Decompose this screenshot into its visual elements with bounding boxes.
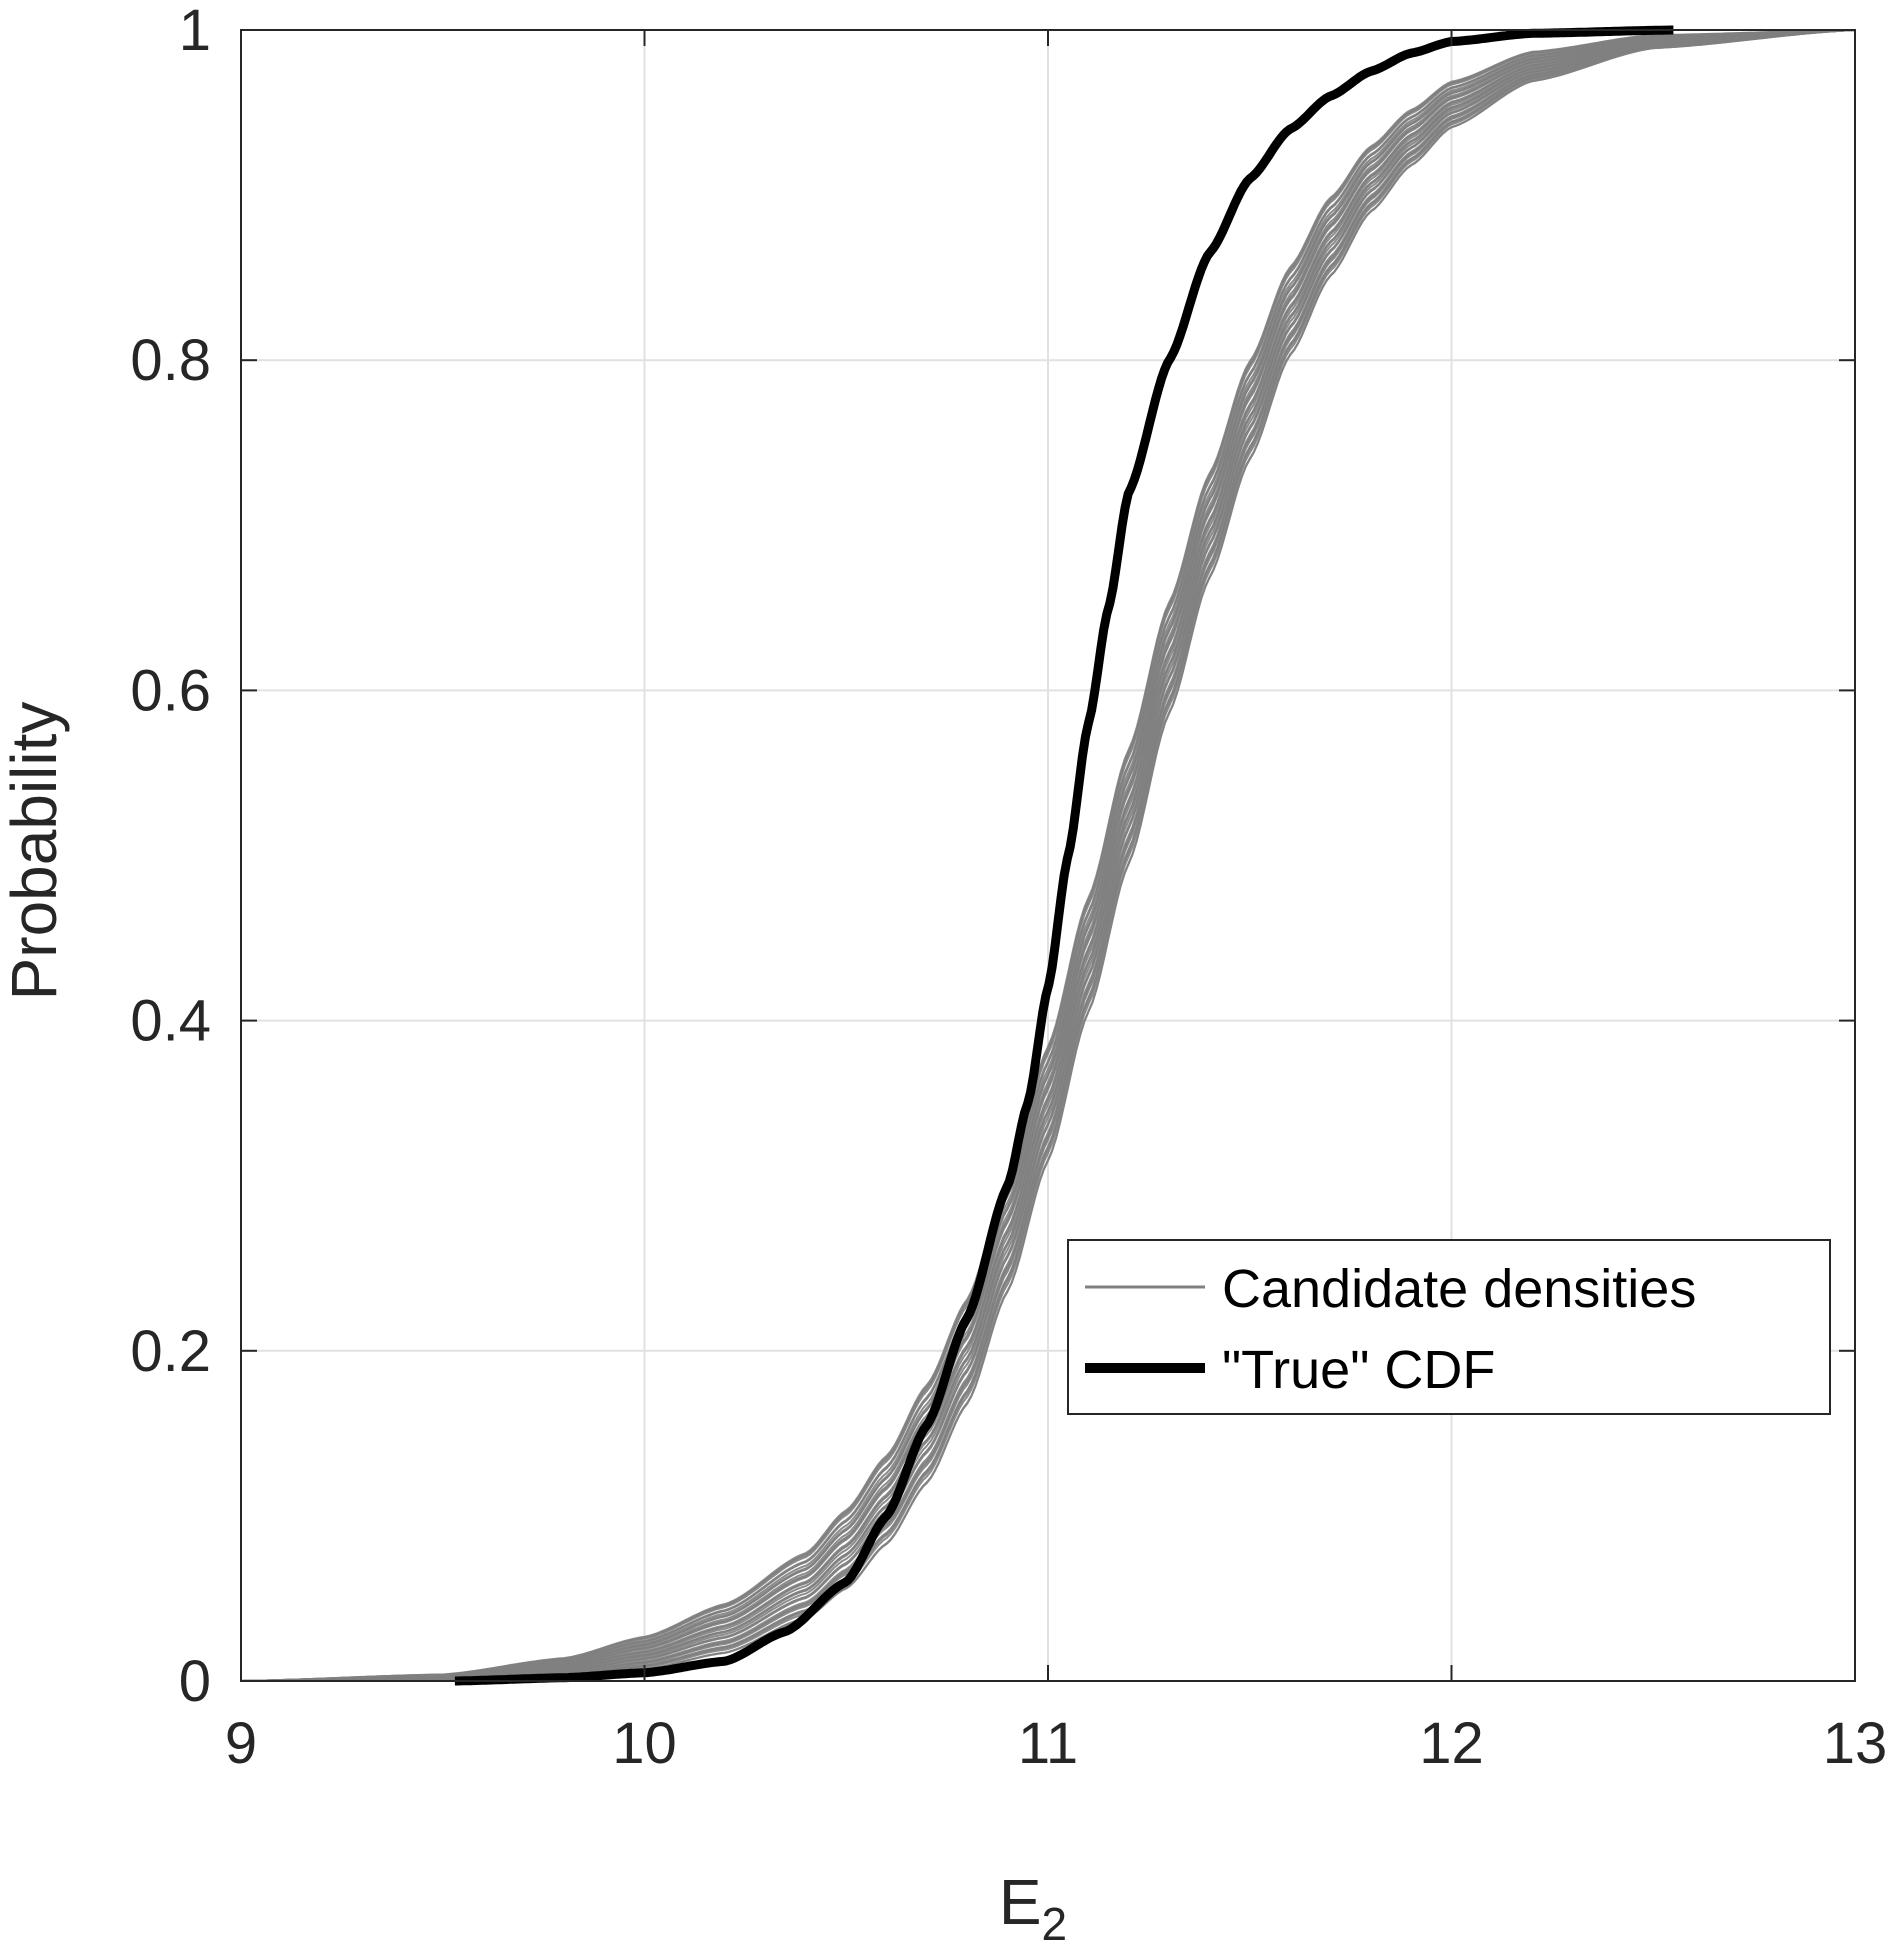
- x-tick-label: 9: [225, 1711, 257, 1776]
- candidate-curve: [241, 29, 1856, 1682]
- candidate-curve: [241, 29, 1856, 1682]
- x-tick-label: 10: [612, 1711, 677, 1776]
- y-tick-label: 0: [179, 1649, 211, 1714]
- tick-marks: [240, 29, 1856, 1682]
- y-tick-label: 0.2: [130, 1319, 211, 1384]
- grid-lines: [240, 29, 1856, 1682]
- candidate-curve: [240, 29, 1856, 1682]
- x-tick-labels: 9 10 11 12 13: [225, 1711, 1887, 1776]
- legend-label-true-cdf: "True" CDF: [1222, 1340, 1495, 1400]
- true-cdf-curve-group: [453, 25, 1675, 1686]
- x-axis-label: E2: [999, 1866, 1067, 1941]
- y-tick-label: 0.8: [130, 328, 211, 393]
- y-tick-label: 1: [179, 0, 211, 63]
- x-tick-label: 12: [1419, 1711, 1484, 1776]
- y-axis-label: Probability: [0, 702, 70, 1001]
- legend: Candidate densities "True" CDF: [1067, 1239, 1831, 1415]
- legend-label-candidates: Candidate densities: [1222, 1259, 1696, 1319]
- legend-box: [1067, 1239, 1831, 1415]
- true-cdf-curve: [453, 25, 1675, 1686]
- candidate-curve: [241, 29, 1856, 1682]
- y-tick-label: 0.4: [130, 989, 211, 1054]
- y-tick-labels: 0 0.2 0.4 0.6 0.8 1: [130, 0, 211, 1714]
- x-tick-label: 11: [1018, 1711, 1078, 1776]
- candidate-curve: [240, 29, 1856, 1682]
- y-tick-label: 0.6: [130, 658, 211, 723]
- x-tick-label: 13: [1823, 1711, 1888, 1776]
